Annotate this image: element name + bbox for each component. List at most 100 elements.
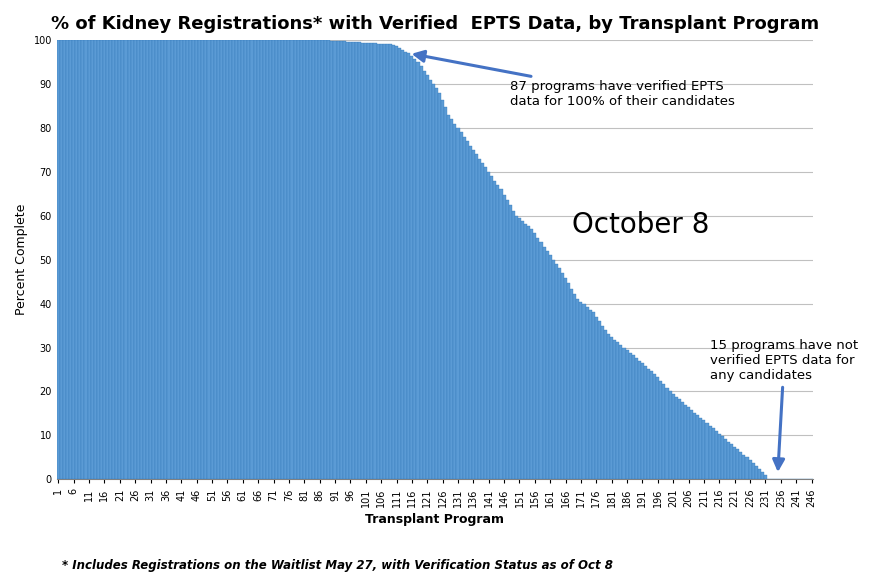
Bar	[328, 40, 330, 480]
Bar	[595, 317, 598, 480]
Bar	[432, 84, 435, 480]
Bar	[349, 42, 352, 480]
Bar	[260, 40, 263, 480]
Bar	[660, 381, 662, 480]
Bar	[133, 40, 137, 480]
Bar	[152, 40, 155, 480]
Bar	[555, 264, 558, 480]
Bar	[540, 242, 542, 480]
Bar	[269, 40, 272, 480]
Bar	[472, 150, 475, 480]
Bar	[668, 392, 672, 480]
Bar	[241, 40, 245, 480]
Bar	[235, 40, 238, 480]
Bar	[168, 40, 170, 480]
Bar	[251, 40, 253, 480]
Bar	[364, 43, 367, 480]
Bar	[189, 40, 192, 480]
Bar	[583, 305, 585, 480]
Bar	[192, 40, 195, 480]
Bar	[272, 40, 275, 480]
Bar	[502, 195, 506, 480]
Bar	[693, 412, 696, 480]
Bar	[484, 167, 487, 480]
Bar	[361, 43, 364, 480]
Bar	[81, 40, 85, 480]
Bar	[494, 181, 496, 480]
Bar	[109, 40, 112, 480]
Bar	[389, 44, 392, 480]
Bar	[518, 218, 521, 480]
Bar	[180, 40, 183, 480]
Bar	[755, 466, 758, 480]
Bar	[450, 119, 453, 480]
Bar	[174, 40, 177, 480]
Bar	[334, 41, 336, 480]
Bar	[413, 59, 417, 480]
Bar	[60, 40, 63, 480]
Bar	[94, 40, 97, 480]
Bar	[97, 40, 100, 480]
Bar	[367, 43, 370, 480]
Bar	[245, 40, 247, 480]
Bar	[275, 40, 278, 480]
Bar	[170, 40, 174, 480]
Bar	[106, 40, 109, 480]
Bar	[465, 141, 469, 480]
Bar	[112, 40, 115, 480]
Bar	[625, 350, 629, 480]
Text: * Includes Registrations on the Waitlist May 27, with Verification Status as of : * Includes Registrations on the Waitlist…	[62, 559, 613, 572]
Bar	[121, 40, 125, 480]
Bar	[143, 40, 146, 480]
Bar	[592, 312, 595, 480]
Bar	[635, 358, 638, 480]
Bar	[115, 40, 118, 480]
Bar	[613, 340, 616, 480]
Bar	[220, 40, 223, 480]
Bar	[527, 227, 530, 480]
Bar	[103, 40, 106, 480]
Bar	[616, 342, 619, 480]
Bar	[662, 385, 666, 480]
Bar	[656, 377, 660, 480]
Bar	[343, 41, 346, 480]
Bar	[589, 310, 592, 480]
Bar	[712, 428, 714, 480]
Bar	[79, 40, 81, 480]
Bar	[382, 44, 386, 480]
Bar	[355, 42, 358, 480]
Bar	[352, 42, 355, 480]
Bar	[177, 40, 180, 480]
Bar	[287, 40, 291, 480]
Bar	[392, 44, 395, 480]
Bar	[312, 40, 315, 480]
Bar	[297, 40, 299, 480]
Bar	[315, 40, 318, 480]
Bar	[186, 40, 189, 480]
Bar	[577, 299, 579, 480]
Y-axis label: Percent Complete: Percent Complete	[15, 204, 28, 316]
Bar	[490, 177, 494, 480]
Bar	[198, 40, 201, 480]
Bar	[100, 40, 103, 480]
Bar	[730, 444, 733, 480]
Bar	[125, 40, 127, 480]
Bar	[164, 40, 168, 480]
Bar	[229, 40, 232, 480]
Bar	[309, 40, 312, 480]
Bar	[195, 40, 198, 480]
Bar	[469, 145, 472, 480]
Bar	[127, 40, 131, 480]
Bar	[687, 407, 691, 480]
Bar	[521, 221, 525, 480]
Bar	[340, 41, 343, 480]
Bar	[684, 405, 687, 480]
Bar	[506, 200, 509, 480]
Bar	[281, 40, 284, 480]
Bar	[512, 210, 515, 480]
Bar	[733, 447, 736, 480]
Bar	[85, 40, 87, 480]
Bar	[500, 189, 502, 480]
Bar	[496, 185, 500, 480]
Bar	[736, 450, 739, 480]
